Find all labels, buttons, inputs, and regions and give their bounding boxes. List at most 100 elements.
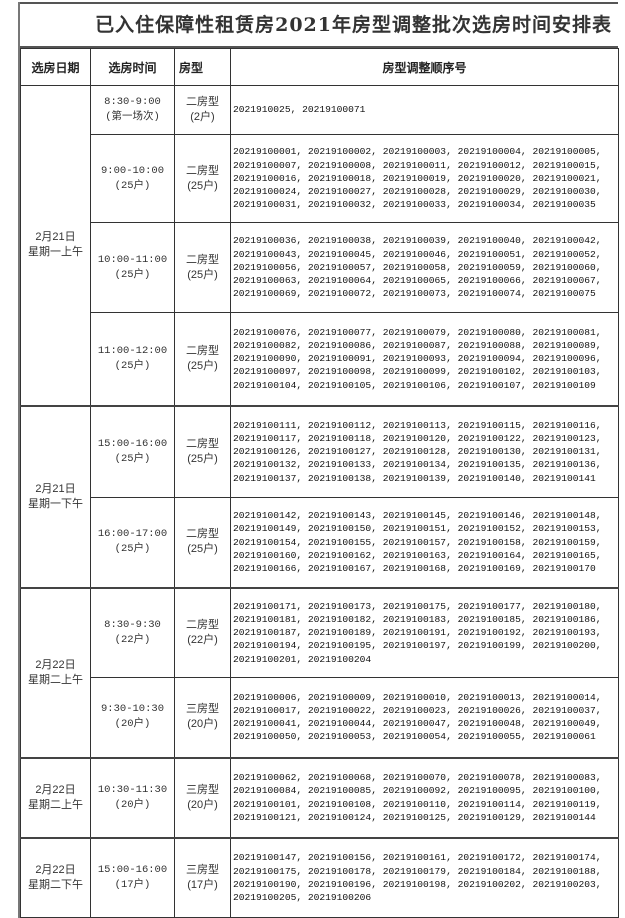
time-cell: 9:00-10:00 (25户)	[90, 134, 175, 223]
sequence-number: 20219100041	[233, 718, 297, 730]
sequence-number: 20219100138	[307, 472, 372, 484]
sequence-number: 20219100059	[457, 261, 521, 273]
numbers-line: 20219100036, 20219100038, 20219100039, 2…	[233, 234, 618, 247]
separator: ,	[446, 353, 458, 365]
separator: ,	[446, 536, 458, 548]
numbers-line: 20219100121, 20219100124, 20219100125, 2…	[233, 811, 618, 824]
separator: ,	[446, 339, 458, 351]
sequence-number: 20219100164	[457, 549, 521, 561]
numbers-line: 20219100137, 20219100138, 20219100139, 2…	[233, 472, 618, 485]
time-text: 8:30-9:30	[104, 618, 161, 631]
separator: ,	[520, 288, 533, 300]
separator: ,	[595, 235, 602, 247]
separator: ,	[595, 798, 602, 810]
sequence-number: 20219100197	[382, 640, 447, 652]
sequence-number: 20219100178	[307, 865, 372, 877]
separator: ,	[371, 865, 383, 877]
separator: ,	[296, 472, 308, 484]
sequence-number: 20219100084	[233, 785, 297, 797]
time-text: 15:00-16:00	[97, 437, 168, 450]
sequence-number: 20219100066	[457, 275, 521, 287]
numbers-line: 20219100016, 20219100018, 20219100019, 2…	[233, 172, 618, 185]
sequence-number: 20219100175	[382, 600, 447, 612]
separator: ,	[296, 891, 308, 903]
separator: ,	[520, 186, 533, 198]
separator: ,	[296, 248, 308, 260]
sequence-number: 20219100171	[233, 600, 297, 612]
sequence-number: 20219100140	[457, 472, 521, 484]
separator: ,	[296, 691, 308, 703]
sequence-number: 20219100062	[233, 772, 297, 784]
separator: ,	[296, 326, 308, 338]
sequence-number: 20219100148	[532, 510, 596, 522]
sequence-number: 20219100042	[532, 235, 596, 247]
separator: ,	[446, 366, 458, 378]
sequence-number: 20219100169	[457, 563, 521, 575]
time-text: (25户)	[114, 452, 151, 465]
sequence-number: 20219100205	[233, 891, 297, 903]
separator: ,	[446, 691, 458, 703]
header-row: 选房日期 选房时间 房型 房型调整顺序号	[20, 48, 619, 86]
sequence-number: 20219100147	[233, 852, 297, 864]
numbers-line: 20219100076, 20219100077, 20219100079, 2…	[233, 326, 618, 339]
sequence-number: 20219100196	[307, 878, 372, 890]
table-row: 11:00-12:00 (25户) 二房型 (25户) 20219100076, 202…	[21, 312, 619, 406]
table-row: 10:00-11:00 (25户) 二房型 (25户) 20219100036, 202…	[21, 222, 619, 313]
sequence-number: 20219100055	[457, 731, 521, 743]
separator: ,	[520, 275, 533, 287]
time-text: 10:00-11:00	[97, 253, 168, 266]
separator: ,	[296, 563, 308, 575]
table-row: 2月22日 星期二下午 15:00-16:00 (17户) 三房型 (17户) 202191…	[20, 836, 619, 918]
sequence-number: 20219100026	[457, 705, 521, 717]
time-cell: 11:00-12:00 (25户)	[90, 312, 175, 406]
separator: ,	[520, 549, 533, 561]
numbers-line: 20219100175, 20219100178, 20219100179, 2…	[233, 865, 618, 878]
type-cell: 三房型 (17户)	[174, 836, 231, 918]
sequence-number: 20219100135	[457, 459, 521, 471]
numbers-line: 20219100031, 20219100032, 20219100033, 2…	[233, 198, 618, 211]
numbers-cell: 20219100111, 20219100112, 20219100113, 2…	[230, 404, 619, 498]
type-text: 二房型	[186, 528, 219, 541]
sequence-number: 20219100078	[457, 772, 521, 784]
sequence-number: 20219100053	[307, 731, 372, 743]
sequence-number: 20219100167	[307, 563, 372, 575]
separator: ,	[446, 248, 458, 260]
separator: ,	[520, 146, 533, 158]
separator: ,	[446, 523, 458, 535]
numbers-line: 20219100194, 20219100195, 20219100197, 2…	[233, 639, 618, 652]
separator: ,	[595, 275, 602, 287]
separator: ,	[520, 613, 533, 625]
sequence-number: 20219100085	[307, 785, 372, 797]
separator: ,	[595, 510, 602, 522]
type-cell: 二房型 (25户)	[174, 312, 231, 406]
time-cell: 15:00-16:00 (25户)	[90, 404, 175, 498]
sequence-number: 20219100028	[382, 186, 447, 198]
separator: ,	[371, 472, 383, 484]
separator: ,	[371, 186, 383, 198]
separator: ,	[595, 459, 602, 471]
sequence-number: 20219100113	[382, 419, 447, 431]
type-text: (22户)	[187, 633, 218, 646]
separator: ,	[595, 536, 602, 548]
sequence-number: 20219100115	[457, 419, 521, 431]
sequence-number: 20219100128	[382, 446, 447, 458]
sequence-number: 20219100159	[532, 536, 596, 548]
sequence-number: 20219100192	[457, 627, 521, 639]
sequence-number: 20219100091	[307, 353, 372, 365]
sequence-number: 20219100034	[457, 199, 521, 211]
sequence-number: 20219100150	[307, 523, 372, 535]
separator: ,	[290, 104, 303, 116]
sequence-number: 20219100114	[457, 798, 521, 810]
separator: ,	[371, 811, 383, 823]
separator: ,	[446, 705, 458, 717]
sequence-number: 20219100089	[532, 339, 596, 351]
type-text: (25户)	[187, 359, 218, 372]
numbers-line: 20219100084, 20219100085, 20219100092, 2…	[233, 784, 618, 797]
date-cell: 2月22日 星期二上午	[20, 586, 91, 758]
separator: ,	[296, 199, 308, 211]
numbers-cell: 20219100062, 20219100068, 20219100070, 2…	[230, 756, 619, 838]
sequence-number: 20219100177	[457, 600, 521, 612]
sequence-number: 20219100064	[307, 275, 372, 287]
sequence-number: 20219100060	[532, 261, 596, 273]
table-row: 2月22日 星期二上午 8:30-9:30 (22户) 二房型 (22户) 20219100…	[20, 586, 619, 758]
